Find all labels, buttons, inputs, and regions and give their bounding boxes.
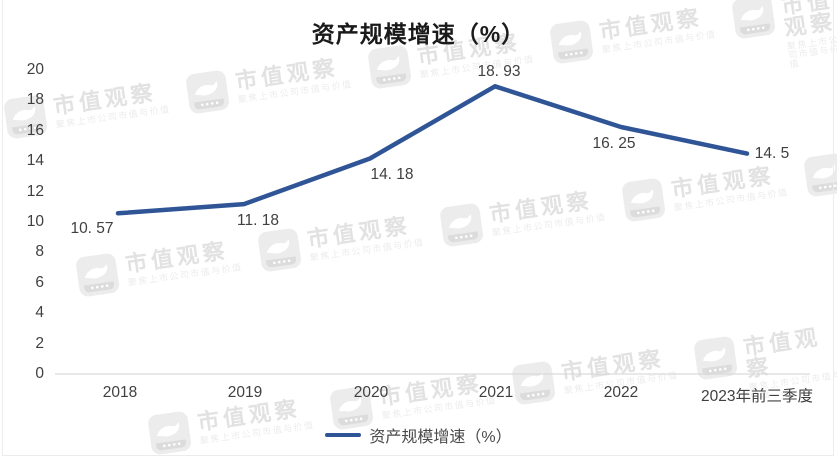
y-axis-tick-label: 4 xyxy=(35,304,44,322)
legend: 资产规模增速（%） xyxy=(0,423,837,447)
data-point-label: 10. 57 xyxy=(70,220,114,238)
series-line xyxy=(115,84,750,216)
y-axis-tick-label: 8 xyxy=(35,243,44,261)
y-axis-tick-label: 16 xyxy=(26,121,44,139)
x-axis-tick-label: 2019 xyxy=(227,384,263,401)
x-axis-tick-label: 2022 xyxy=(603,384,639,401)
y-axis-tick-label: 14 xyxy=(26,152,44,170)
y-axis-tick-label: 10 xyxy=(26,213,44,230)
data-point-label: 14. 5 xyxy=(754,144,790,162)
data-point-label: 18. 93 xyxy=(477,63,521,81)
y-axis-tick-label: 18 xyxy=(26,91,44,109)
y-axis-tick-label: 20 xyxy=(26,61,44,78)
legend-label: 资产规模增速（%） xyxy=(369,429,512,446)
y-axis-tick-label: 2 xyxy=(35,334,44,352)
data-point-label: 11. 18 xyxy=(237,212,279,230)
y-axis-tick-label: 0 xyxy=(35,365,44,382)
y-axis-tick-label: 6 xyxy=(35,273,44,291)
x-axis-tick-label: 2018 xyxy=(102,384,138,401)
data-point-label: 16. 25 xyxy=(592,135,636,152)
legend-line-marker xyxy=(325,433,362,437)
x-axis-tick-label: 2021 xyxy=(478,384,514,401)
y-axis-tick-label: 12 xyxy=(26,182,44,200)
x-axis-tick-label: 2023年前三季度 xyxy=(701,388,813,405)
chart-title: 资产规模增速（%） xyxy=(311,21,526,47)
data-point-label: 14. 18 xyxy=(370,166,414,184)
x-axis-tick-label: 2020 xyxy=(353,384,389,401)
